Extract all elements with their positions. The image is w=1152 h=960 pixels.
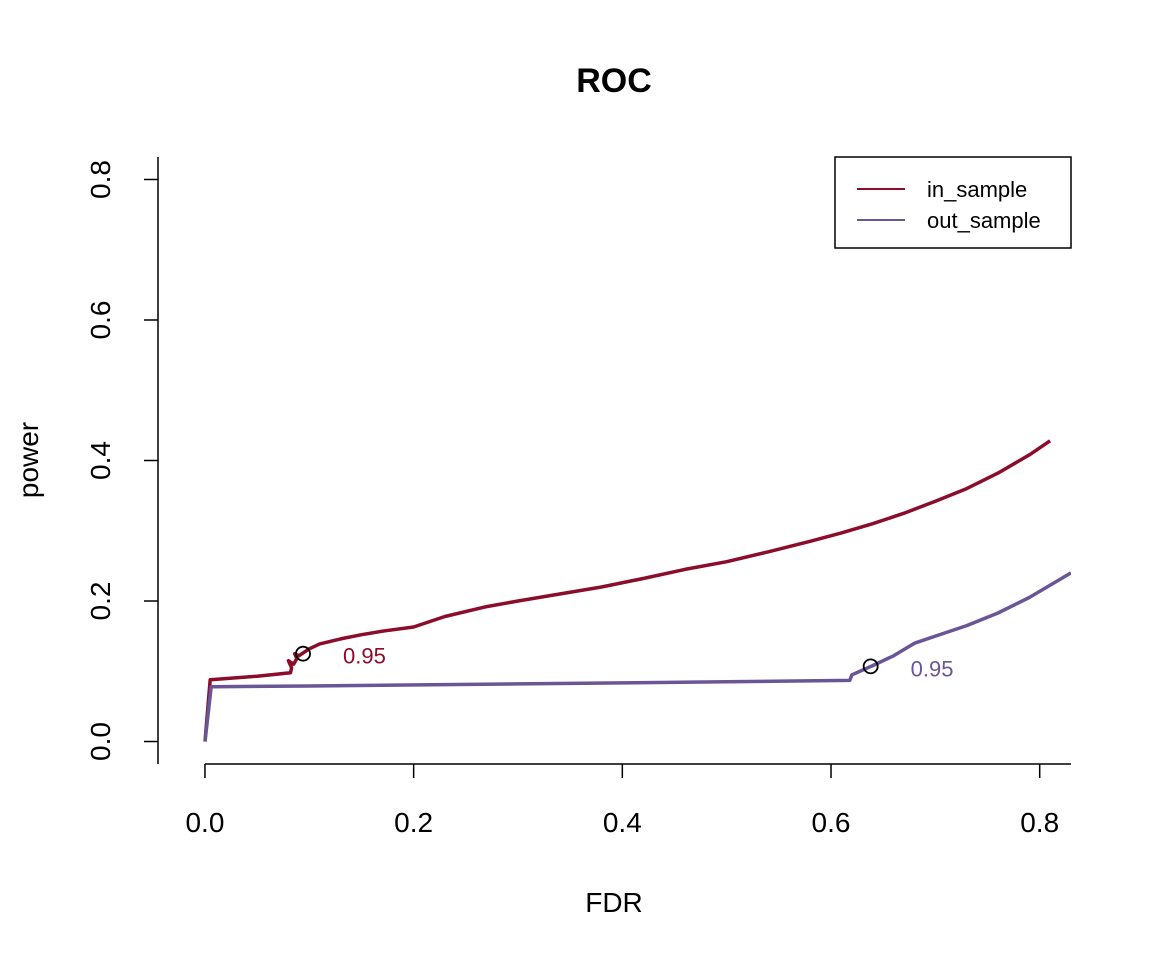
legend-box xyxy=(834,156,1072,249)
chart-title: ROC xyxy=(576,62,652,100)
threshold-marker-out_sample xyxy=(862,658,879,675)
y-tick-label: 0.8 xyxy=(85,160,116,199)
x-tick-label: 0.8 xyxy=(1020,807,1059,838)
plot-area: 0.95 0.95 xyxy=(203,439,1071,742)
y-axis-label: power xyxy=(13,422,44,498)
x-tick-label: 0.4 xyxy=(603,807,642,838)
y-tick-label: 0.0 xyxy=(85,722,116,761)
x-tick-label: 0.6 xyxy=(812,807,851,838)
y-tick-label: 0.6 xyxy=(85,301,116,340)
legend: in_sample out_sample xyxy=(834,156,1072,249)
axes: 0.0 0.2 0.4 0.6 0.8 0.0 0.2 0.4 0.6 0.8 xyxy=(85,157,1071,838)
threshold-label-in_sample: 0.95 xyxy=(343,644,386,669)
y-tick-label: 0.2 xyxy=(85,582,116,621)
y-tick-label: 0.4 xyxy=(85,441,116,480)
legend-entry-out_sample: out_sample xyxy=(927,208,1041,233)
x-tick-label: 0.0 xyxy=(185,807,224,838)
threshold-label-out_sample: 0.95 xyxy=(911,656,954,681)
series-line-in_sample xyxy=(203,439,1052,742)
legend-entry-in_sample: in_sample xyxy=(927,177,1027,202)
threshold-marker-in_sample xyxy=(295,645,311,662)
series-line-out_sample xyxy=(203,571,1071,742)
x-tick-label: 0.2 xyxy=(394,807,433,838)
x-axis-label: FDR xyxy=(585,887,643,918)
